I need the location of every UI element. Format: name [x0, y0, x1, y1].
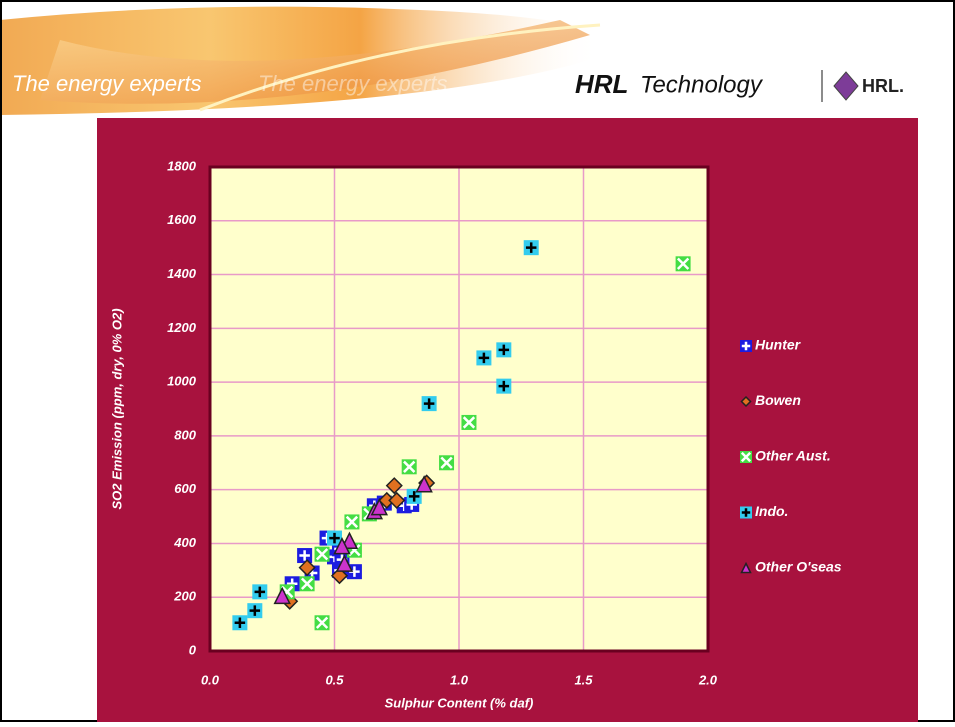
- point: [297, 548, 313, 564]
- marker-shape: [370, 497, 389, 516]
- legend-label: Other Aust.: [755, 448, 831, 464]
- marker-glyph: [462, 416, 476, 429]
- point: [421, 396, 437, 412]
- point: [496, 378, 512, 394]
- tagline-echo: The energy experts: [258, 71, 448, 96]
- marker-glyph: [249, 605, 261, 616]
- logo-light: Technology: [640, 71, 764, 98]
- x-tick-label: 2.0: [698, 672, 718, 687]
- point: [299, 576, 315, 592]
- legend-label: Bowen: [755, 392, 801, 408]
- legend-label: Hunter: [755, 337, 802, 353]
- plot-frame: [208, 165, 710, 653]
- point: [476, 350, 492, 366]
- point: [523, 240, 539, 256]
- logo-bold: HRL: [575, 69, 628, 99]
- marker-shape: [388, 491, 406, 509]
- point: [314, 615, 330, 631]
- legend-marker: [740, 506, 752, 519]
- point: [298, 559, 316, 577]
- logo-icon: [833, 71, 859, 101]
- marker-glyph: [423, 398, 435, 409]
- y-tick-label: 1600: [167, 212, 197, 227]
- point: [415, 475, 433, 493]
- marker-glyph: [525, 242, 537, 253]
- point: [314, 546, 330, 562]
- x-tick-label: 1.5: [574, 672, 593, 687]
- legend-marker: [740, 395, 752, 408]
- marker-shape: [740, 395, 752, 408]
- y-tick-label: 1000: [167, 374, 197, 389]
- y-tick-label: 0: [189, 642, 197, 657]
- marker-glyph: [498, 380, 510, 392]
- legend-marker: [740, 451, 752, 463]
- point: [388, 491, 406, 509]
- x-tick-label: 1.0: [450, 672, 469, 687]
- header-swoosh: [40, 20, 590, 104]
- point: [232, 615, 248, 631]
- y-tick-label: 600: [174, 481, 196, 496]
- y-tick-label: 400: [173, 535, 196, 550]
- marker-shape: [415, 475, 433, 493]
- marker-glyph: [299, 550, 310, 561]
- marker-glyph: [345, 515, 359, 529]
- point: [247, 603, 263, 619]
- marker-glyph: [315, 548, 329, 561]
- marker-glyph: [741, 508, 751, 517]
- marker-glyph: [440, 456, 453, 469]
- point: [335, 554, 354, 572]
- marker-shape: [273, 586, 291, 605]
- marker-shape: [335, 554, 354, 572]
- point: [496, 342, 512, 358]
- tagline: The energy experts: [12, 71, 202, 96]
- brand: HRL.: [862, 76, 904, 96]
- legend-marker: [740, 561, 752, 574]
- marker-shape: [298, 559, 316, 577]
- x-tick-label: 0.5: [325, 672, 344, 687]
- y-tick-label: 1400: [167, 266, 197, 281]
- point: [370, 497, 389, 516]
- point: [406, 488, 422, 504]
- marker-shape: [385, 477, 403, 495]
- legend-label: Other O'seas: [755, 559, 842, 575]
- point: [330, 567, 349, 585]
- marker-glyph: [254, 586, 266, 598]
- point: [333, 536, 351, 555]
- marker-glyph: [315, 616, 329, 629]
- point: [344, 514, 360, 530]
- y-tick-label: 1800: [167, 158, 197, 173]
- y-tick-label: 200: [173, 589, 196, 604]
- y-axis-title: SO2 Emission (ppm, dry, 0% O2): [109, 308, 124, 509]
- marker-glyph: [234, 617, 246, 629]
- legend-marker: [740, 340, 752, 352]
- chart: 0 200 400 600 800 1000 1200 1400 1600 1800 0.0 0.5 1…: [109, 158, 841, 710]
- legend-label: Indo.: [755, 503, 788, 519]
- marker-glyph: [408, 491, 420, 502]
- point: [675, 256, 691, 272]
- point: [401, 459, 417, 475]
- marker-shape: [330, 567, 349, 585]
- marker-glyph: [740, 451, 752, 463]
- marker-glyph: [329, 532, 340, 544]
- x-tick-label: 0.0: [201, 672, 220, 687]
- y-tick-label: 800: [174, 427, 196, 442]
- x-axis-title: Sulphur Content (% daf): [385, 695, 534, 710]
- point: [439, 455, 455, 471]
- marker-glyph: [478, 352, 490, 364]
- point: [385, 477, 403, 495]
- point: [273, 586, 291, 605]
- marker-shape: [333, 536, 351, 555]
- marker-glyph: [300, 577, 314, 590]
- marker-shape: [740, 561, 752, 574]
- point: [327, 530, 342, 546]
- header-streak: [199, 23, 601, 112]
- point: [252, 584, 268, 600]
- marker-glyph: [741, 341, 751, 351]
- point: [461, 414, 477, 430]
- marker-glyph: [403, 460, 416, 473]
- marker-glyph: [676, 257, 690, 270]
- y-tick-label: 1200: [167, 320, 197, 335]
- marker-glyph: [498, 344, 510, 356]
